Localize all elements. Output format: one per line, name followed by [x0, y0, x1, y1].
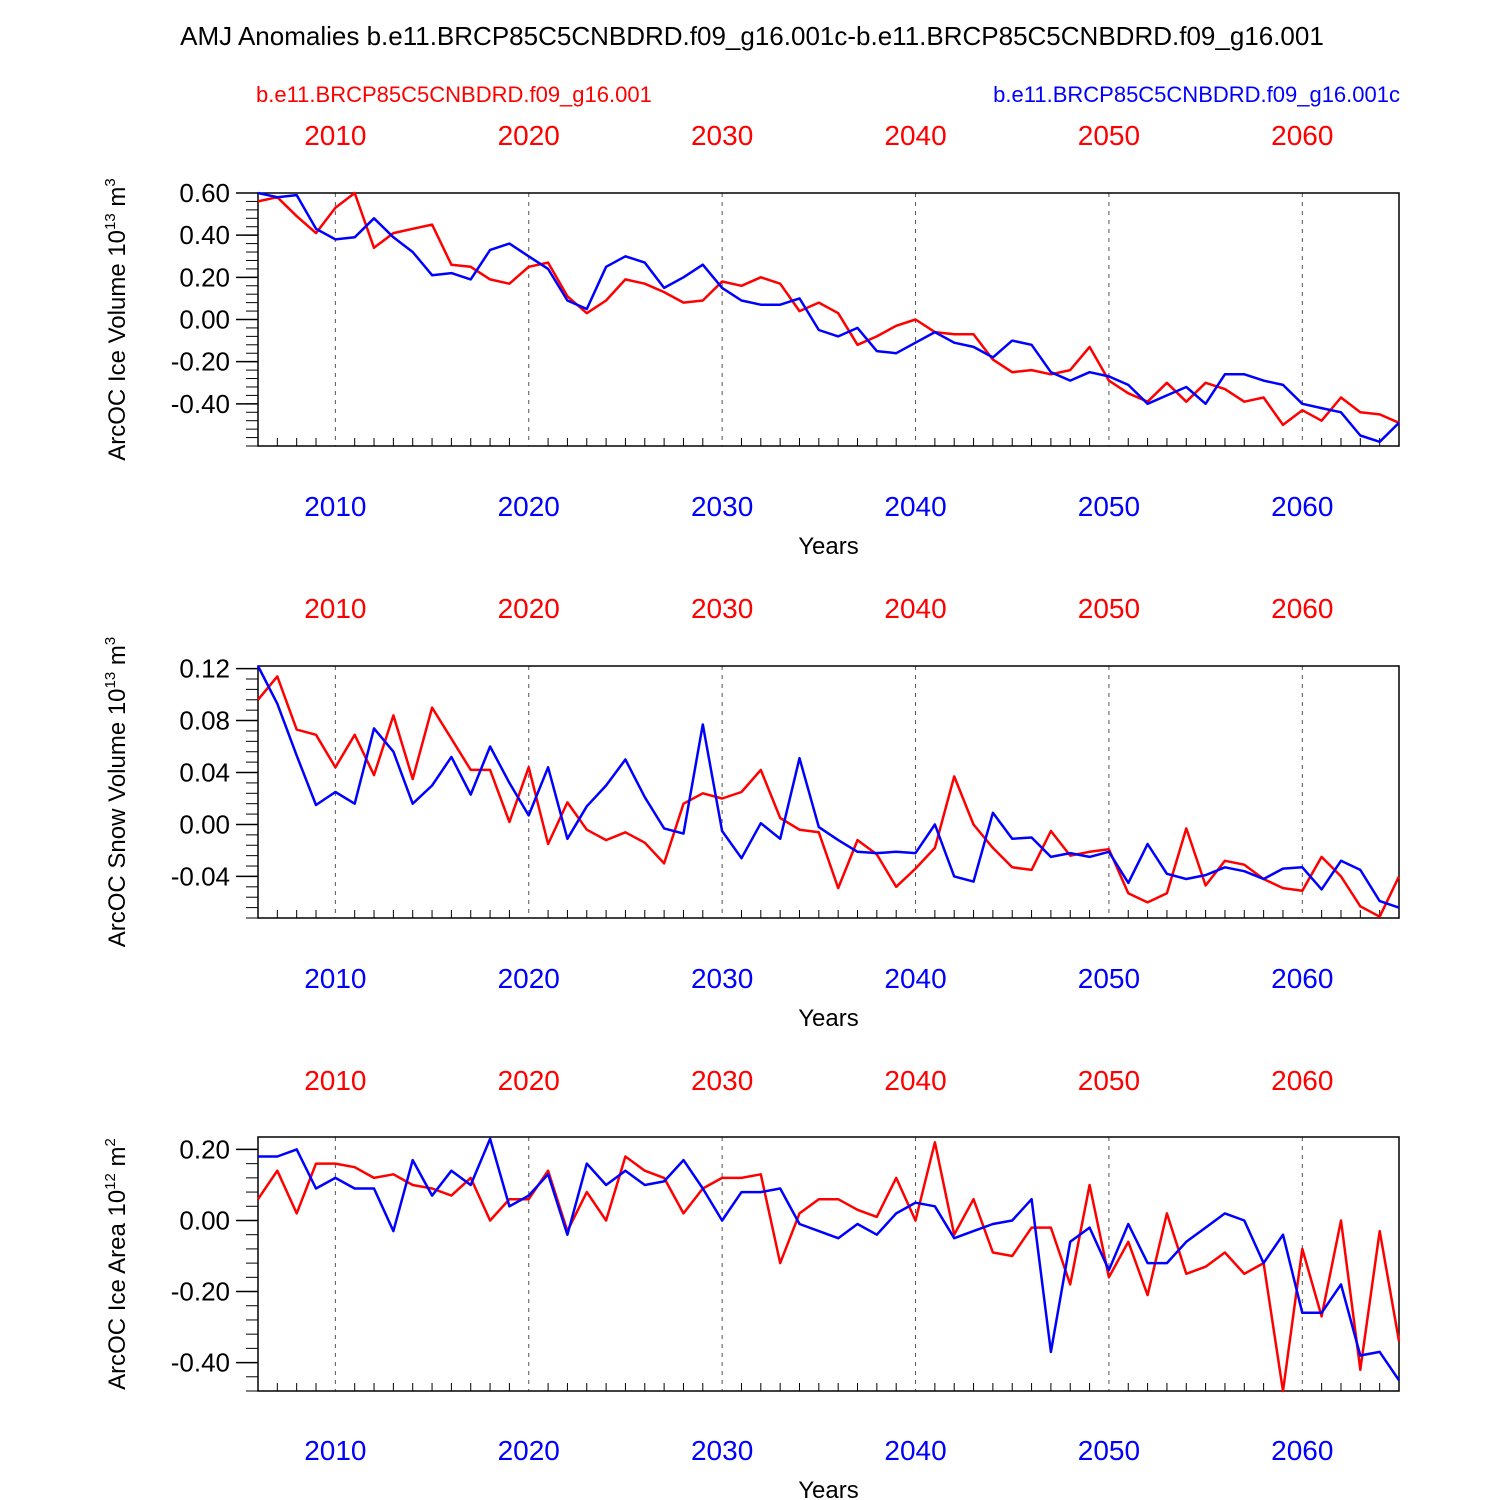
y-label-unit: m: [104, 645, 131, 672]
top-year-label: 2010: [304, 593, 366, 624]
top-year-label: 2020: [498, 120, 560, 151]
y-label-text: ArcOC Ice Volume 10: [104, 230, 131, 461]
top-year-label: 2020: [498, 1065, 560, 1096]
panel-snow-volume: 0.12 0.08 0.04 0.00 -0.04 2010 2010 2020 2020 203…: [102, 593, 1401, 1032]
bottom-year-label: 2050: [1078, 491, 1140, 522]
x-axis-label: Years: [798, 1005, 859, 1032]
top-year-label: 2040: [884, 593, 946, 624]
y-label-unit-exponent: 3: [102, 637, 119, 645]
top-year-label: 2060: [1271, 593, 1333, 624]
top-year-label: 2060: [1271, 1065, 1333, 1096]
y-tick-label: 0.20: [179, 262, 230, 292]
bottom-year-label: 2040: [884, 491, 946, 522]
bottom-year-label: 2020: [498, 491, 560, 522]
top-year-label: 2030: [691, 593, 753, 624]
legend-blue-label: b.e11.BRCP85C5CNBDRD.f09_g16.001c: [993, 82, 1400, 107]
series-line-red: [256, 1141, 1401, 1393]
bottom-year-label: 2040: [884, 1435, 946, 1466]
top-year-label: 2040: [884, 120, 946, 151]
plot-frame: [257, 1136, 1400, 1392]
bottom-year-label: 2010: [304, 1435, 366, 1466]
plot-frame: [257, 192, 1400, 447]
series-line-blue: [257, 191, 1400, 444]
bottom-year-label: 2060: [1271, 963, 1333, 994]
y-tick-label: 0.20: [179, 1134, 230, 1164]
figure-title: AMJ Anomalies b.e11.BRCP85C5CNBDRD.f09_g…: [180, 21, 1324, 51]
legend-red-label: b.e11.BRCP85C5CNBDRD.f09_g16.001: [256, 82, 652, 107]
y-tick-label: 0.60: [179, 178, 230, 208]
y-tick-label: 0.00: [179, 305, 230, 335]
bottom-year-label: 2050: [1078, 1435, 1140, 1466]
panel-ice-area: 0.20 0.00 -0.20 -0.40 2010 2010 2020 2020 2030 20…: [102, 1065, 1401, 1500]
bottom-year-label: 2060: [1271, 491, 1333, 522]
y-tick-label: 0.00: [179, 809, 230, 839]
y-axis-label: ArcOC Ice Area 1012 m2: [102, 1138, 131, 1390]
y-label-unit: m: [104, 1146, 131, 1173]
y-tick-label: 0.00: [179, 1205, 230, 1235]
y-tick-label: 0.40: [179, 220, 230, 250]
x-axis-label: Years: [798, 533, 859, 560]
y-tick-label: -0.20: [171, 1277, 230, 1307]
panel-ice-volume: 0.60 0.40 0.20 0.00 -0.20 -0.40 2010 2010 2020 20…: [102, 120, 1400, 560]
y-label-unit-exponent: 3: [102, 178, 119, 186]
y-tick-label: 0.08: [179, 706, 230, 736]
y-tick-label: -0.40: [171, 1348, 230, 1378]
x-axis-label: Years: [798, 1477, 859, 1500]
bottom-year-label: 2020: [498, 963, 560, 994]
plot-frame: [257, 665, 1400, 919]
bottom-year-label: 2030: [691, 963, 753, 994]
bottom-year-label: 2020: [498, 1435, 560, 1466]
top-year-label: 2010: [304, 120, 366, 151]
series-line-blue: [256, 665, 1400, 909]
bottom-year-label: 2050: [1078, 963, 1140, 994]
top-year-label: 2050: [1078, 593, 1140, 624]
bottom-year-label: 2010: [304, 963, 366, 994]
top-year-label: 2030: [691, 120, 753, 151]
y-label-exponent: 13: [102, 672, 119, 689]
top-year-label: 2040: [884, 1065, 946, 1096]
y-tick-label: -0.40: [171, 389, 230, 419]
y-label-unit: m: [104, 187, 131, 214]
top-year-label: 2060: [1271, 120, 1333, 151]
top-year-label: 2050: [1078, 120, 1140, 151]
y-axis-label: ArcOC Ice Volume 1013 m3: [102, 178, 131, 460]
y-tick-label: -0.20: [171, 347, 230, 377]
bottom-year-label: 2010: [304, 491, 366, 522]
y-tick-label: -0.04: [171, 861, 230, 891]
y-label-unit-exponent: 2: [102, 1138, 119, 1146]
series-line-red: [257, 675, 1401, 918]
y-axis-label: ArcOC Snow Volume 1013 m3: [102, 637, 131, 948]
y-label-text: ArcOC Ice Area 10: [104, 1190, 131, 1390]
series-line-blue: [258, 1137, 1401, 1382]
top-year-label: 2030: [691, 1065, 753, 1096]
bottom-year-label: 2030: [691, 491, 753, 522]
series-line-red: [257, 191, 1400, 427]
top-year-label: 2010: [304, 1065, 366, 1096]
bottom-year-label: 2030: [691, 1435, 753, 1466]
bottom-year-label: 2060: [1271, 1435, 1333, 1466]
top-year-label: 2050: [1078, 1065, 1140, 1096]
y-label-exponent: 12: [102, 1173, 119, 1190]
y-label-text: ArcOC Snow Volume 10: [104, 688, 131, 947]
y-label-exponent: 13: [102, 213, 119, 230]
top-year-label: 2020: [498, 593, 560, 624]
y-tick-label: 0.12: [179, 654, 230, 684]
y-tick-label: 0.04: [179, 758, 230, 788]
bottom-year-label: 2040: [884, 963, 946, 994]
